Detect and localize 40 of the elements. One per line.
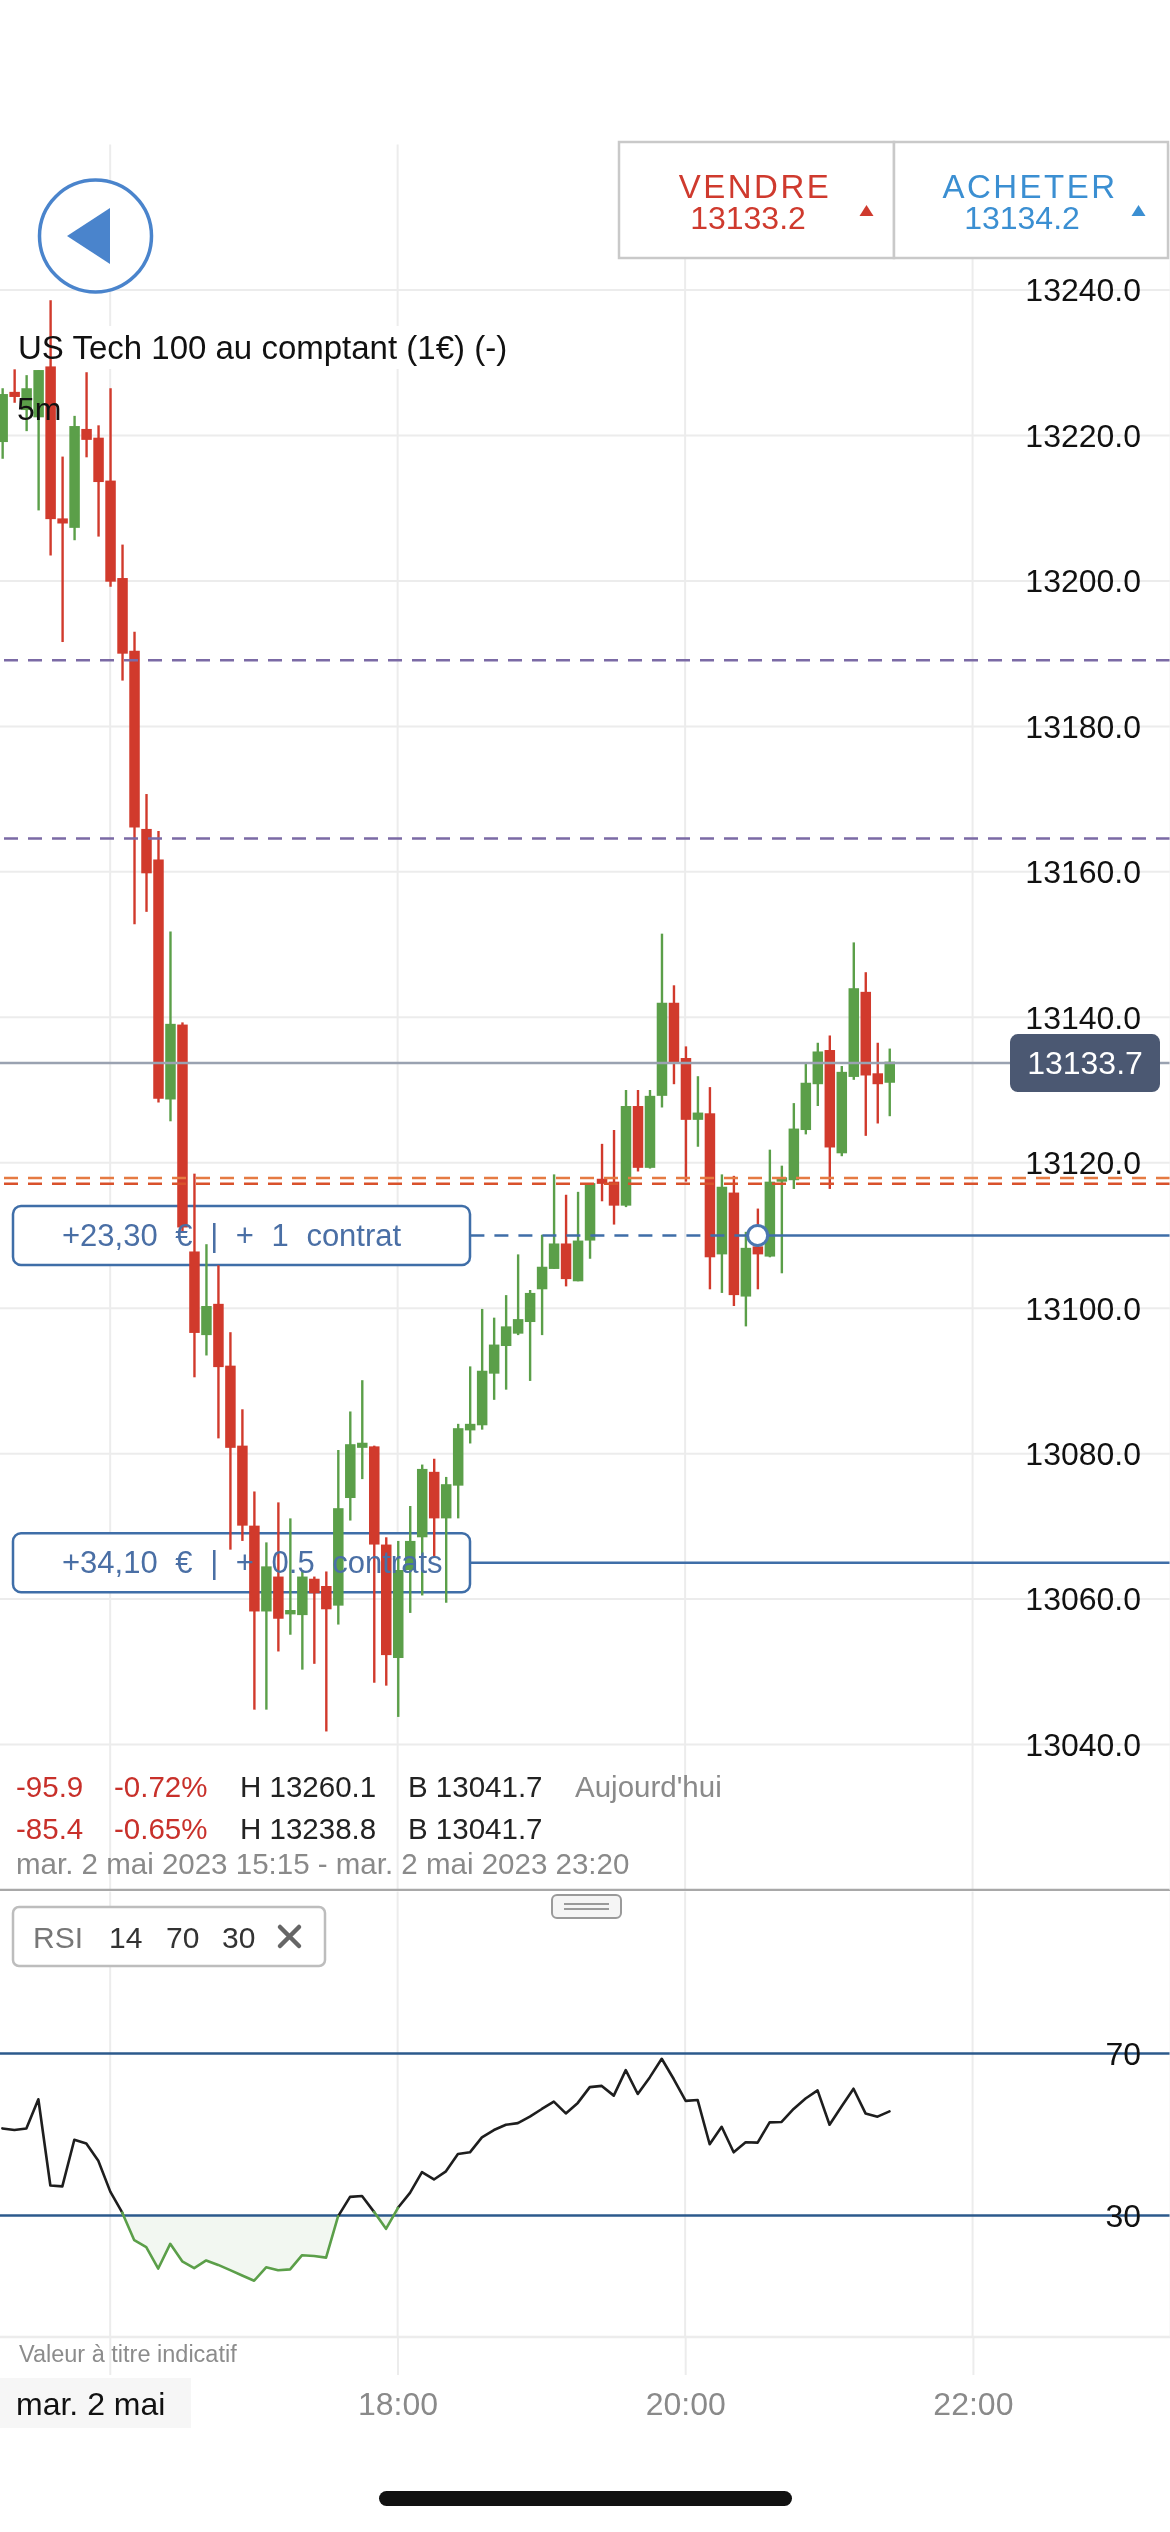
candlestick [884, 1047, 895, 1118]
annotation: mar. 2 mai 2023 15:15 - mar. 2 mai 2023 23:20 [16, 1846, 630, 1880]
y-tick-label: 13220.0 [1025, 417, 1141, 454]
annotation: B 13041.7 [408, 1769, 543, 1803]
candlestick [500, 1293, 512, 1391]
y-tick-label: 13100.0 [1025, 1290, 1141, 1327]
candlestick [9, 368, 20, 404]
annotation: 13133.7 [1027, 1045, 1143, 1082]
candlestick [872, 1041, 884, 1125]
text: Valeur à titre indicatif [19, 2341, 238, 2367]
annotation: B 13041.7 [408, 1811, 543, 1845]
annotation: Aujourd'hui [575, 1769, 722, 1803]
annotation: H 13238.8 [240, 1811, 377, 1845]
ref-line-label: +23,30 € | + 1 contrat [62, 1217, 402, 1253]
x-tick-label: 20:00 [645, 2386, 726, 2423]
annotation: 30 [222, 1920, 256, 1954]
y-tick-label: 13040.0 [1025, 1726, 1141, 1763]
y-tick-label: 13080.0 [1025, 1436, 1141, 1473]
y-tick-label: 13180.0 [1025, 708, 1141, 745]
candlestick [536, 1233, 548, 1337]
annotation: -0.72% [114, 1769, 208, 1803]
y-tick-label: 13060.0 [1025, 1581, 1141, 1618]
x-tick-label: 22:00 [933, 2386, 1014, 2423]
text: RSI [33, 1920, 84, 1954]
y-tick-label: 13140.0 [1025, 999, 1141, 1036]
candlestick [692, 1075, 704, 1148]
annotation: 70 [166, 1920, 200, 1954]
y-tick-label: 13160.0 [1025, 854, 1141, 891]
annotation: 14 [109, 1920, 143, 1954]
y-tick-label: 13200.0 [1025, 563, 1141, 600]
y-tick-label: 13240.0 [1025, 272, 1141, 309]
annotation: -0.65% [114, 1811, 208, 1845]
y-tick-label: 13120.0 [1025, 1145, 1141, 1182]
text: mar. 2 mai [16, 2386, 166, 2422]
x-tick-label: 18:00 [357, 2386, 439, 2423]
annotation: -95.9 [16, 1769, 84, 1803]
annotation: H 13260.1 [240, 1769, 377, 1803]
candlestick [512, 1253, 524, 1337]
text: 5m [17, 391, 62, 427]
annotation: -85.4 [16, 1811, 84, 1845]
